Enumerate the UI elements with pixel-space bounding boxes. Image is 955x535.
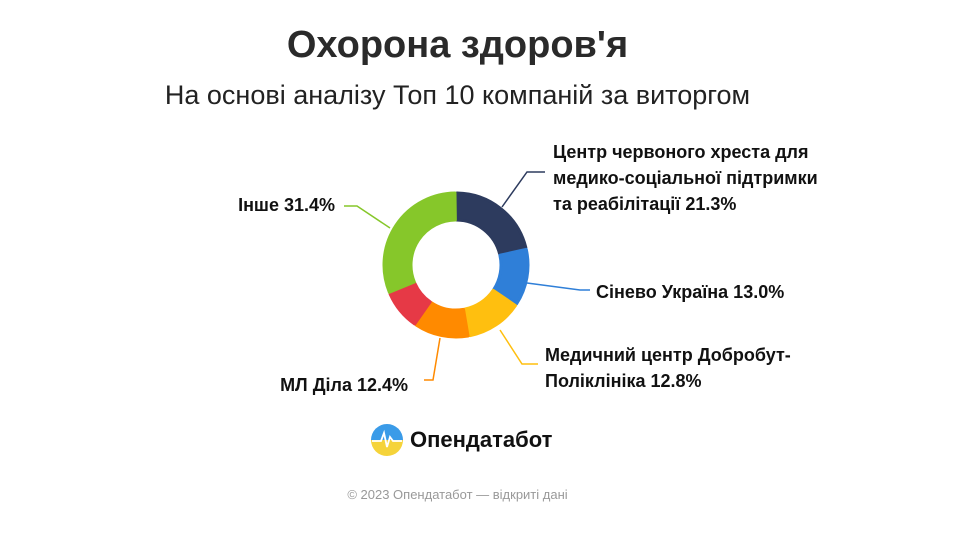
slice-label: Медичний центр Добробут- Поліклініка 12.8… <box>545 342 791 394</box>
slice-label: Сінево Україна 13.0% <box>596 279 784 305</box>
slice-label-line: МЛ Діла 12.4% <box>280 375 408 395</box>
logo-text: Опендатабот <box>410 427 553 452</box>
donut-slice[interactable] <box>455 191 528 256</box>
slice-label: Інше 31.4% <box>238 192 335 218</box>
leader-line <box>424 337 441 381</box>
slice-label-line: та реабілітації 21.3% <box>553 194 737 214</box>
footer: © 2023 Опендатабот — відкриті дані <box>347 487 568 502</box>
leader-line <box>499 329 538 365</box>
leader-line <box>526 282 590 291</box>
chart-subtitle: На основі аналізу Топ 10 компаній за вит… <box>164 80 751 110</box>
donut-slice[interactable] <box>414 301 470 339</box>
logo[interactable]: Опендатабот <box>370 423 552 457</box>
slice-label: Центр червоного хреста для медико-соціаль… <box>553 139 818 217</box>
slice-label-line: Медичний центр Добробут- <box>545 345 791 365</box>
donut-slice[interactable] <box>388 281 432 326</box>
chart-title: Охорона здоров'я <box>286 24 629 66</box>
donut-slice[interactable] <box>463 288 517 338</box>
slice-label-line: Інше 31.4% <box>238 195 335 215</box>
slice-label-line: медико-соціальної підтримки <box>553 168 818 188</box>
leader-line <box>501 171 545 208</box>
slice-label: МЛ Діла 12.4% <box>280 372 408 398</box>
donut-slice[interactable] <box>382 191 457 294</box>
slice-label-line: Центр червоного хреста для <box>553 142 809 162</box>
slice-label-line: Сінево Україна 13.0% <box>596 282 785 302</box>
logo-icon <box>371 424 403 456</box>
donut-slice[interactable] <box>492 247 530 306</box>
leader-line <box>344 205 391 229</box>
slice-label-line: Поліклініка 12.8% <box>545 371 702 391</box>
